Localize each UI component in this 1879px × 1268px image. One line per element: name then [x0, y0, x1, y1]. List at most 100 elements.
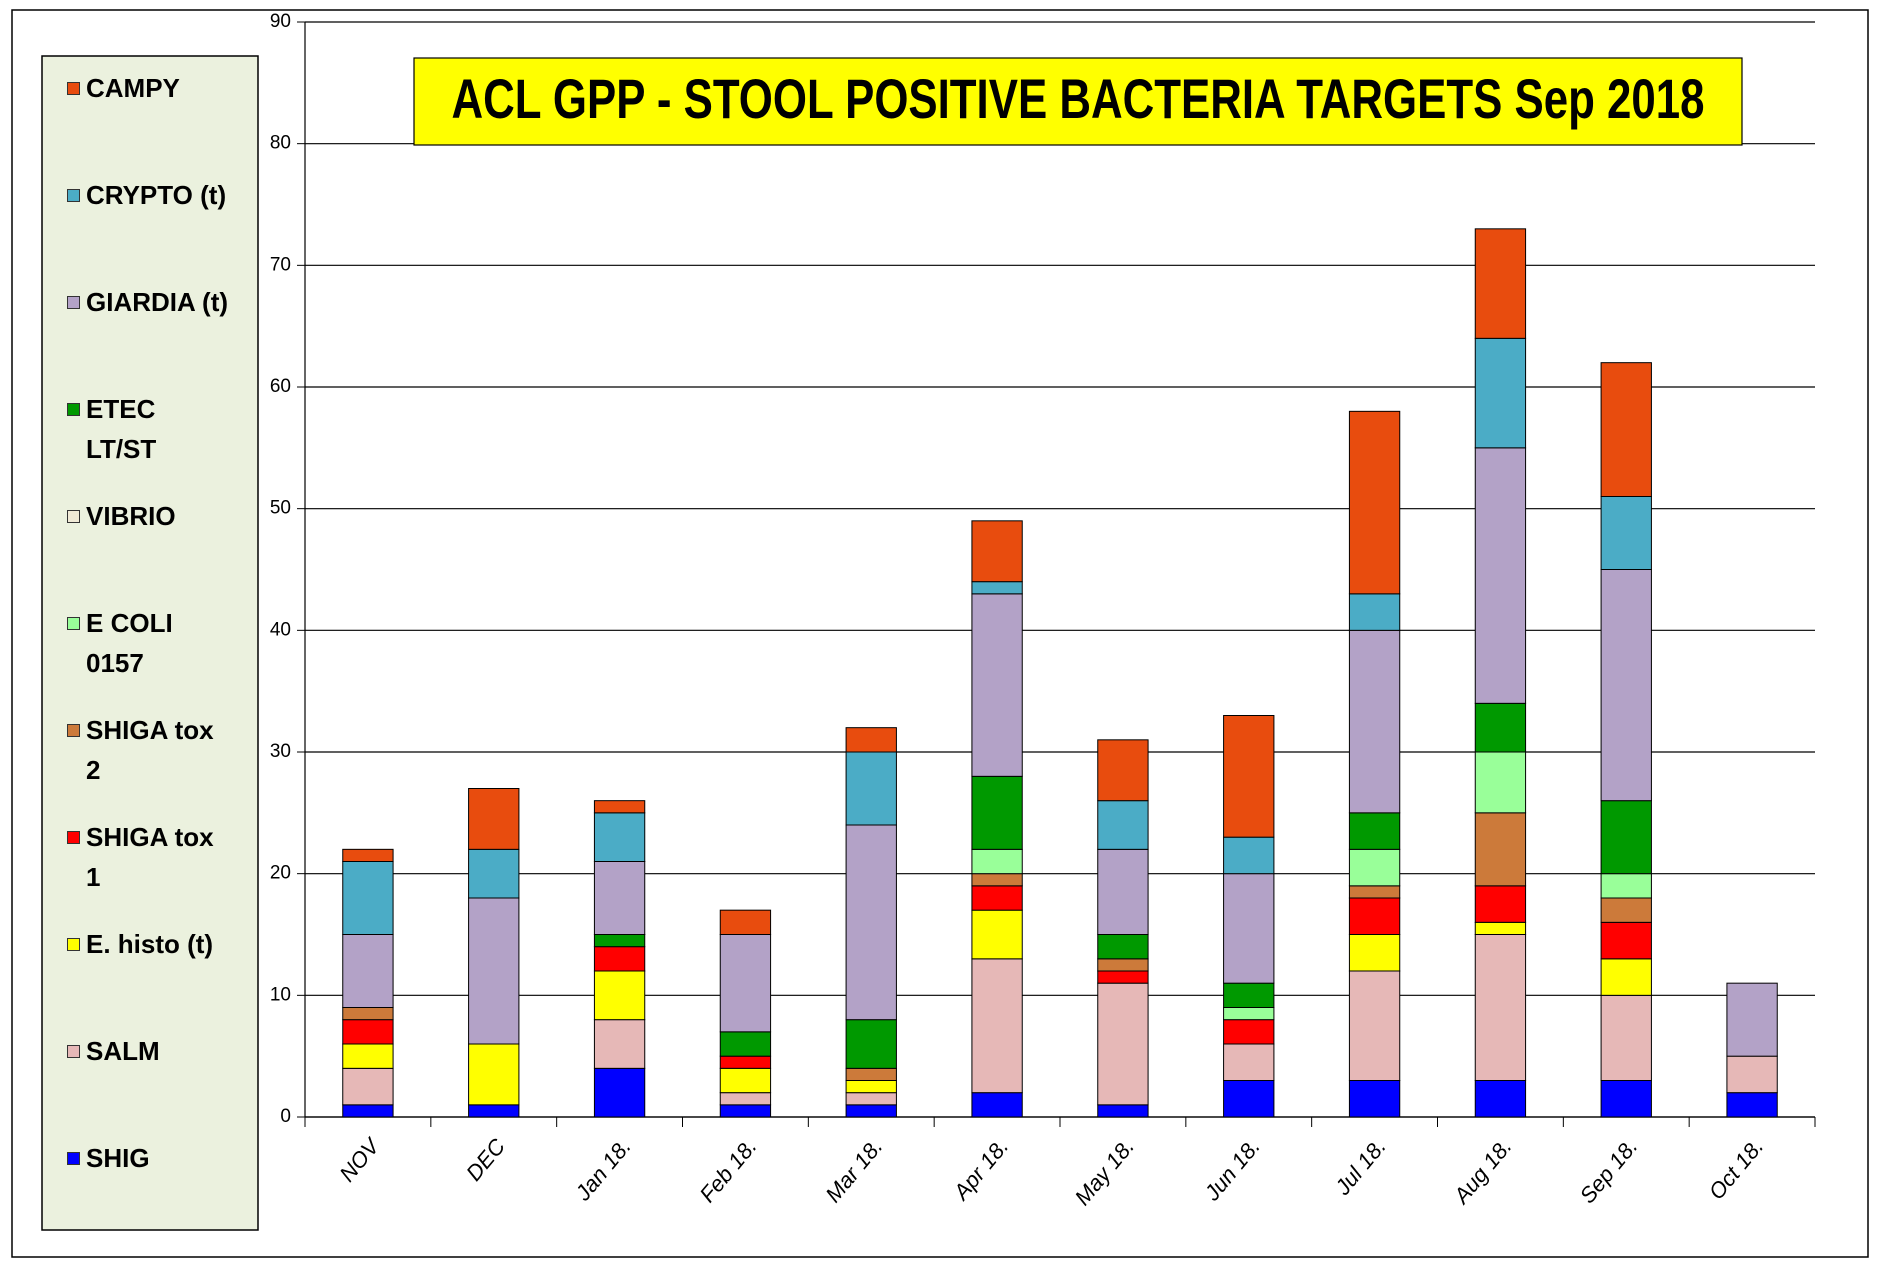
bar-segment [1348, 593, 1401, 631]
bar-segment [1348, 897, 1401, 935]
legend-swatch [67, 617, 80, 630]
bar-segment [593, 1019, 646, 1069]
legend-label: VIBRIO [86, 501, 176, 531]
bar-segment [845, 1104, 897, 1118]
bar-segment [1348, 1080, 1401, 1118]
bar-segment [593, 1067, 646, 1118]
bar-segment [1600, 362, 1652, 497]
bar-segment [719, 1031, 772, 1057]
bar-segment [845, 1019, 897, 1069]
bar-segment [468, 1043, 520, 1106]
legend-label: SALM [86, 1036, 160, 1066]
x-tick-label: Oct 18. [1704, 1134, 1769, 1204]
bar-segment [971, 775, 1023, 850]
bar-segment [1097, 739, 1149, 802]
legend-label: E. histo (t) [86, 929, 214, 959]
x-tick-label: May 18. [1070, 1134, 1139, 1210]
bar-segment [593, 861, 646, 935]
legend-swatch [67, 1045, 80, 1058]
bar-segment [1474, 228, 1527, 339]
legend-label: E COLI 0157 [86, 608, 173, 678]
bar-segment [1097, 848, 1149, 935]
bar-segment [971, 520, 1023, 583]
bar-segment [1726, 982, 1778, 1057]
bar-segment [1097, 970, 1149, 984]
bar-segment [1600, 800, 1652, 875]
bar-segment [1474, 812, 1527, 887]
bar-segment [1600, 897, 1652, 923]
bar-segment [1348, 629, 1401, 814]
bar-segment [719, 934, 772, 1033]
bar-segment [971, 581, 1023, 595]
bar-segment [719, 1067, 772, 1094]
bar-segment [342, 1019, 394, 1045]
bar-segment [971, 848, 1023, 875]
bar-segment [1474, 921, 1527, 935]
bar-segment [1726, 1092, 1778, 1118]
bar-segment [468, 788, 520, 850]
legend-label: CAMPY [86, 73, 180, 103]
bar-segment [1474, 447, 1527, 704]
legend-label: SHIGA tox 1 [86, 822, 214, 892]
bar-segment [1474, 702, 1527, 753]
bar-segment [719, 1055, 772, 1069]
legend-swatch [67, 724, 80, 737]
bar-segment [1223, 982, 1275, 1009]
bar-segment [1600, 496, 1652, 570]
y-tick-label: 40 [270, 619, 291, 640]
x-tick-label: DEC [461, 1134, 510, 1186]
bar-segment [468, 1104, 520, 1118]
bar-segment [845, 751, 897, 826]
bar-segment [1097, 982, 1149, 1106]
bar-segment [593, 934, 646, 948]
x-tick-label: Apr 18. [947, 1134, 1013, 1206]
legend-label: SHIG [86, 1143, 150, 1173]
x-tick-label: Aug 18. [1448, 1134, 1517, 1210]
bar-segment [1600, 921, 1652, 960]
bar-segment [342, 1104, 394, 1118]
y-tick-label: 80 [270, 133, 291, 154]
bar-segment [342, 1043, 394, 1069]
bar-segment [971, 885, 1023, 911]
bar-segment [342, 1007, 394, 1021]
bar-segment [342, 934, 394, 1008]
bar-segment [1600, 1080, 1652, 1118]
bar-segment [1348, 812, 1401, 850]
legend-swatch [67, 831, 80, 844]
y-tick-label: 30 [270, 741, 291, 762]
bar-segment [468, 897, 520, 1045]
bar-segment [342, 861, 394, 935]
legend-swatch [67, 296, 80, 309]
bar-segment [971, 1092, 1023, 1118]
bar-segment [1600, 873, 1652, 899]
legend-label: SHIGA tox 2 [86, 715, 214, 785]
bar-segment [845, 1092, 897, 1106]
bar-segment [1348, 410, 1401, 595]
bar-segment [1348, 970, 1401, 1081]
bar-segment [468, 848, 520, 899]
legend-swatch [67, 510, 80, 523]
bar-segment [845, 1067, 897, 1082]
bar-segment [1097, 1104, 1149, 1118]
bar-segment [1223, 1080, 1275, 1118]
bar-segment [1474, 934, 1527, 1081]
x-tick-label: Jan 18. [570, 1134, 636, 1206]
bar-segment [845, 824, 897, 1021]
y-tick-label: 70 [270, 254, 291, 275]
bar-segment [971, 593, 1023, 777]
bar-segment [1348, 934, 1401, 972]
y-tick-label: 0 [280, 1106, 291, 1127]
bar-segment [1223, 1007, 1275, 1021]
bar-segment [971, 909, 1023, 960]
legend-label: GIARDIA (t) [86, 287, 229, 317]
bar-segment [1600, 994, 1652, 1081]
x-tick-label: Feb 18. [695, 1134, 762, 1207]
bar-segment [1474, 751, 1527, 814]
x-tick-label: Sep 18. [1575, 1134, 1643, 1208]
legend-swatch [67, 189, 80, 202]
bar-segment [593, 800, 646, 814]
legend-swatch [67, 82, 80, 95]
bar-segment [719, 1104, 772, 1118]
